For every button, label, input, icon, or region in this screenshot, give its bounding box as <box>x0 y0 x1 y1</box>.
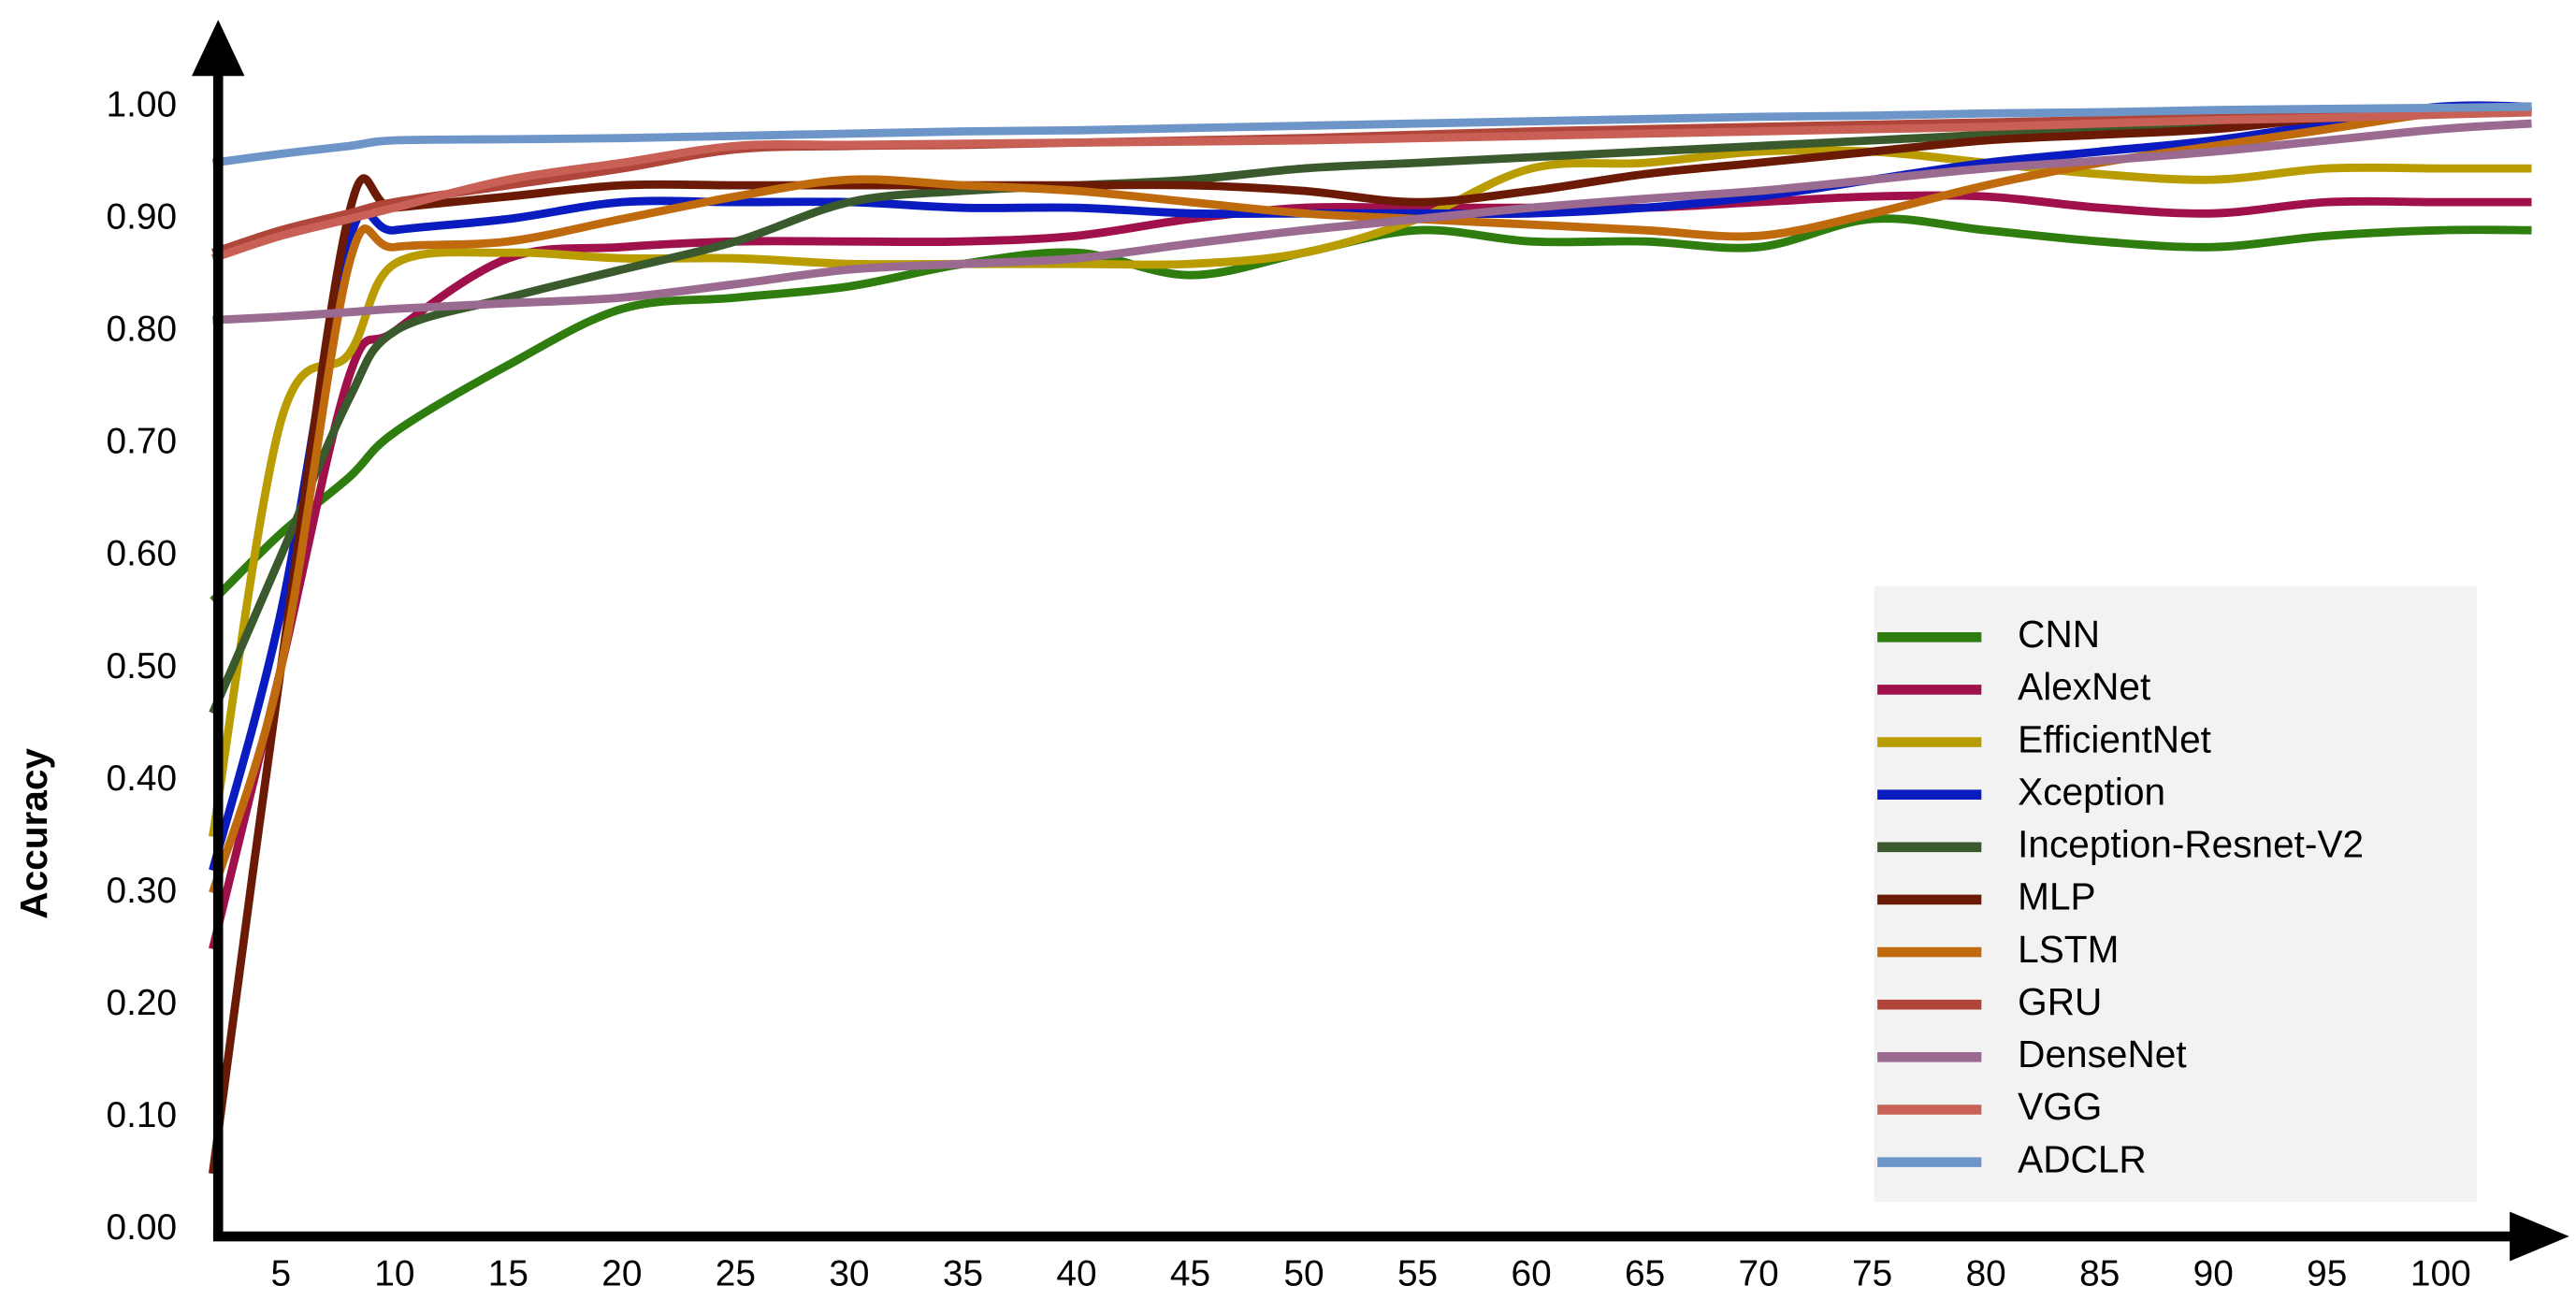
y-axis-label: Accuracy <box>12 748 55 919</box>
x-tick-label: 100 <box>2410 1254 2471 1294</box>
y-tick-label: 0.90 <box>107 196 178 237</box>
x-tick-label: 60 <box>1511 1254 1551 1294</box>
legend-label: MLP <box>2018 875 2095 918</box>
legend-label: DenseNet <box>2018 1032 2186 1076</box>
series-line <box>209 102 2532 1175</box>
x-tick-label: 45 <box>1170 1254 1210 1294</box>
x-tick-label: 85 <box>2079 1254 2120 1294</box>
legend-label: GRU <box>2018 980 2102 1023</box>
y-tick-label: 0.50 <box>107 646 178 686</box>
x-tick-label: 35 <box>943 1254 983 1294</box>
y-tick-label: 0.80 <box>107 310 178 350</box>
y-tick-label: 0.10 <box>107 1095 178 1135</box>
legend-label: AlexNet <box>2018 665 2150 708</box>
series-line <box>209 101 2532 872</box>
x-tick-label: 40 <box>1056 1254 1096 1294</box>
x-tick-label: 20 <box>601 1254 642 1294</box>
y-tick-label: 0.20 <box>107 983 178 1023</box>
y-tick-label: 0.70 <box>107 422 178 462</box>
x-tick-label: 90 <box>2193 1254 2234 1294</box>
x-tick-label: 55 <box>1397 1254 1438 1294</box>
series-line <box>209 146 2532 838</box>
x-tick-label: 65 <box>1625 1254 1665 1294</box>
y-tick-label: 0.00 <box>107 1207 178 1248</box>
series-line <box>211 102 2532 167</box>
series-line <box>212 119 2532 325</box>
x-tick-label: 75 <box>1852 1254 1892 1294</box>
x-tick-label: 5 <box>271 1254 292 1294</box>
series-line <box>209 102 2532 715</box>
legend-label: VGG <box>2018 1085 2102 1128</box>
legend-label: EfficientNet <box>2018 717 2211 760</box>
x-tick-label: 80 <box>1966 1254 2006 1294</box>
x-axis-arrow <box>2510 1211 2569 1262</box>
x-tick-label: 25 <box>716 1254 756 1294</box>
legend-label: Inception-Resnet-V2 <box>2018 823 2364 866</box>
series-line <box>210 214 2532 604</box>
y-axis-arrow <box>191 20 245 77</box>
x-tick-label: 15 <box>488 1254 528 1294</box>
y-tick-label: 1.00 <box>107 84 178 124</box>
y-tick-label: 0.30 <box>107 871 178 911</box>
series-line <box>211 108 2532 263</box>
legend-label: LSTM <box>2018 928 2119 971</box>
x-tick-label: 10 <box>374 1254 414 1294</box>
x-tick-label: 50 <box>1283 1254 1324 1294</box>
legend-label: ADCLR <box>2018 1137 2147 1180</box>
legend-label: Xception <box>2018 770 2165 813</box>
y-tick-label: 0.40 <box>107 758 178 799</box>
x-tick-label: 70 <box>1739 1254 1779 1294</box>
legend-label: CNN <box>2018 613 2100 656</box>
x-tick-label: 95 <box>2307 1254 2347 1294</box>
y-tick-label: 0.60 <box>107 534 178 574</box>
x-tick-label: 30 <box>829 1254 869 1294</box>
